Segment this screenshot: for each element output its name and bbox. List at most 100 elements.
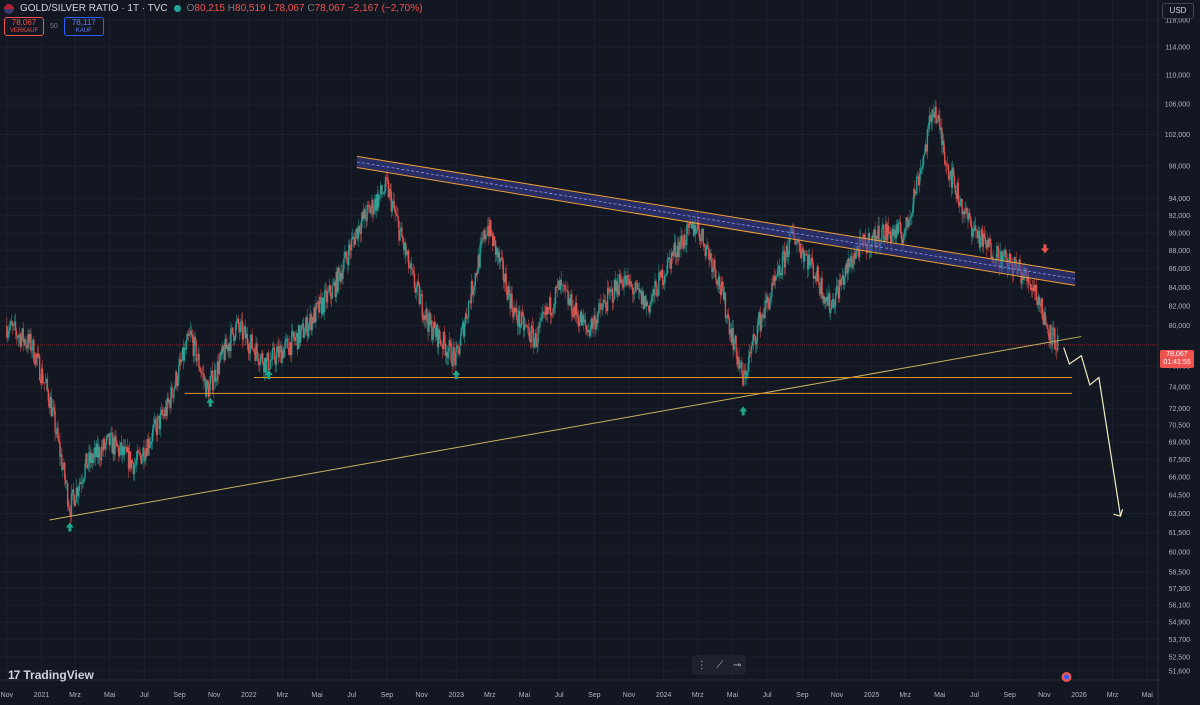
candle-body xyxy=(971,226,973,237)
candle-body xyxy=(841,275,844,279)
candle-body xyxy=(9,321,12,327)
candle-body xyxy=(349,244,351,248)
candle-body xyxy=(809,262,812,266)
horizontal-ray-icon[interactable]: ⊸ xyxy=(732,659,742,671)
candle-body xyxy=(8,331,10,334)
candle-body xyxy=(1009,253,1012,264)
candle-body xyxy=(883,224,885,243)
candle-body xyxy=(640,290,643,305)
candle-body xyxy=(822,295,824,299)
candle-body xyxy=(297,325,300,350)
candle-body xyxy=(154,419,157,424)
candle-body xyxy=(834,293,837,307)
candle-body xyxy=(513,307,515,318)
candle-body xyxy=(689,222,691,228)
candle-body xyxy=(1014,257,1016,260)
candle-body xyxy=(1050,324,1052,345)
candle-body xyxy=(371,199,373,209)
sell-button[interactable]: 78,067 VERKAUF xyxy=(4,17,44,36)
candle-body xyxy=(662,282,665,286)
symbol-title[interactable]: GOLD/SILVER RATIO · 1T · TVC xyxy=(20,3,168,14)
candle-body xyxy=(848,258,850,268)
candle-body xyxy=(127,447,130,470)
candle-body xyxy=(499,258,502,263)
candle-body xyxy=(209,376,212,384)
candle-body xyxy=(100,446,103,461)
candle-body xyxy=(443,331,446,344)
candle-body xyxy=(356,228,359,240)
buy-button[interactable]: 78,117 KAUF xyxy=(63,17,104,36)
candle-body xyxy=(780,272,783,275)
candle-body xyxy=(693,225,696,236)
candle-body xyxy=(510,293,512,309)
candle-body xyxy=(565,289,567,291)
candle-body xyxy=(679,242,681,249)
candle-body xyxy=(550,312,553,316)
y-tick-label: 86,000 xyxy=(1169,266,1191,273)
candle-body xyxy=(10,321,13,325)
candle-body xyxy=(559,279,562,290)
tradingview-logo[interactable]: 17 TradingView xyxy=(8,668,94,682)
drag-handle-icon[interactable]: ⋮ xyxy=(696,659,707,671)
candle-body xyxy=(393,200,395,210)
candle-body xyxy=(285,338,287,342)
candle-body xyxy=(317,301,319,304)
candle-body xyxy=(891,228,894,235)
candle-body xyxy=(266,352,269,360)
candle-body xyxy=(797,240,799,242)
candle-body xyxy=(574,306,576,315)
candle-body xyxy=(668,257,671,259)
candle-body xyxy=(1000,251,1002,268)
candle-body xyxy=(406,250,409,255)
candle-body xyxy=(454,353,456,366)
candle-body xyxy=(824,297,826,304)
currency-selector[interactable]: USD xyxy=(1162,3,1194,19)
candle-body xyxy=(618,274,620,296)
candle-body xyxy=(845,263,847,268)
candle-body xyxy=(429,312,431,325)
trend-line-icon[interactable]: ⟋ xyxy=(716,659,724,671)
candle-body xyxy=(110,432,112,434)
candle-body xyxy=(530,325,533,343)
candle-body xyxy=(287,338,289,349)
x-tick-label: Mai xyxy=(311,692,323,699)
candle-body xyxy=(291,331,293,356)
candle-body xyxy=(437,329,440,348)
candle-body xyxy=(290,342,292,356)
candle-body xyxy=(938,115,940,119)
candle-body xyxy=(351,236,354,240)
candle-body xyxy=(905,217,907,229)
candle-body xyxy=(155,423,158,435)
candle-body xyxy=(109,433,111,445)
candle-body xyxy=(828,293,830,306)
candle-body xyxy=(741,361,743,374)
candle-body xyxy=(924,144,927,154)
candle-body xyxy=(961,198,963,215)
candle-body xyxy=(320,297,322,298)
candle-body xyxy=(982,233,985,247)
candle-body xyxy=(241,321,244,340)
candle-body xyxy=(467,301,470,318)
candle-body xyxy=(556,285,559,288)
candle-body xyxy=(417,281,420,285)
candle-body xyxy=(178,365,180,382)
candle-body xyxy=(267,352,270,371)
candle-body xyxy=(52,407,54,408)
candle-body xyxy=(937,115,939,122)
candle-body xyxy=(795,243,797,245)
x-tick-label: 2022 xyxy=(241,692,257,699)
candle-body xyxy=(370,208,372,214)
candle-body xyxy=(749,352,752,354)
candle-body xyxy=(746,371,748,379)
candle-body xyxy=(222,345,224,352)
candle-body xyxy=(762,314,764,316)
x-tick-label: Nov xyxy=(623,692,636,699)
candle-body xyxy=(150,441,152,445)
candle-body xyxy=(509,293,511,309)
us-flag-icon xyxy=(4,3,14,14)
candle-body xyxy=(524,324,527,326)
candle-body xyxy=(657,295,659,297)
y-tick-label: 74,000 xyxy=(1169,385,1191,392)
candle-body xyxy=(432,335,434,340)
